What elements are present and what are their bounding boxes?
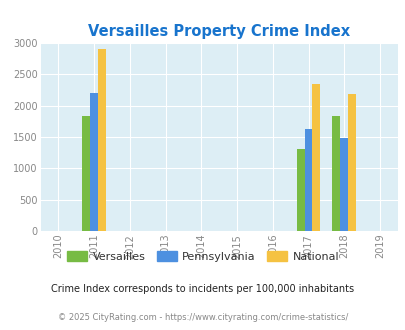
Bar xyxy=(347,94,355,231)
Bar xyxy=(312,84,320,231)
Bar xyxy=(332,115,339,231)
Text: © 2025 CityRating.com - https://www.cityrating.com/crime-statistics/: © 2025 CityRating.com - https://www.city… xyxy=(58,313,347,322)
Legend: Versailles, Pennsylvania, National: Versailles, Pennsylvania, National xyxy=(62,247,343,266)
Bar xyxy=(296,149,304,231)
Title: Versailles Property Crime Index: Versailles Property Crime Index xyxy=(88,24,350,39)
Bar xyxy=(304,129,312,231)
Text: Crime Index corresponds to incidents per 100,000 inhabitants: Crime Index corresponds to incidents per… xyxy=(51,284,354,294)
Bar xyxy=(82,115,90,231)
Bar xyxy=(90,93,98,231)
Bar xyxy=(98,49,106,231)
Bar xyxy=(339,138,347,231)
